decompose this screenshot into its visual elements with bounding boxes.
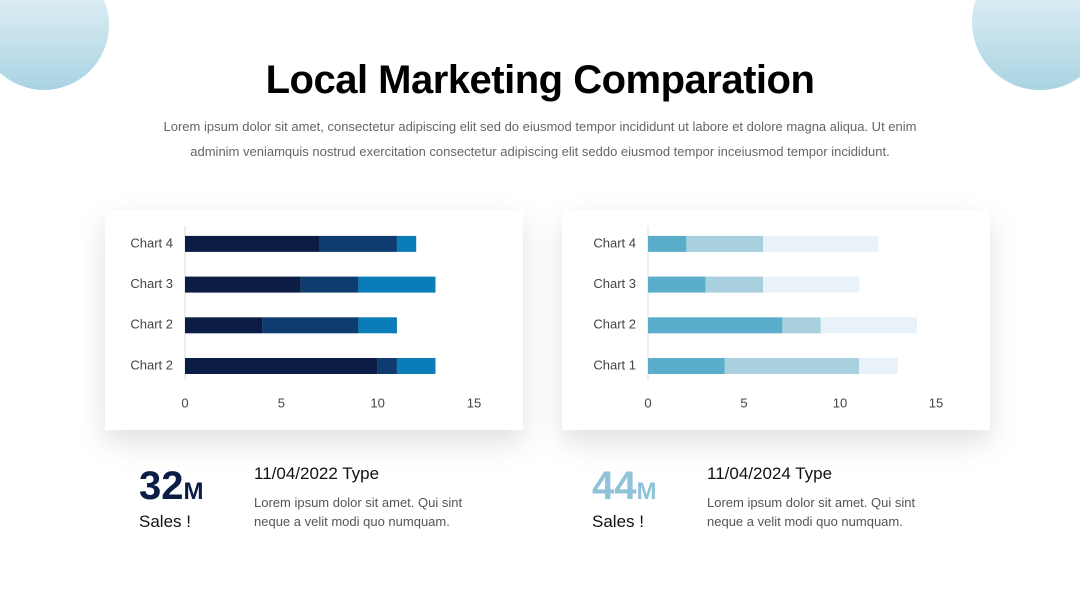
bar-segment	[262, 317, 359, 334]
bar-segment	[358, 317, 397, 334]
stat-label: Sales !	[139, 512, 191, 531]
stat-value: 32M	[139, 464, 204, 509]
bar-segment	[648, 358, 725, 374]
bar-segment	[763, 276, 860, 293]
bar-segment	[686, 235, 764, 252]
x-tick-label: 5	[278, 395, 285, 410]
stat-label: Sales !	[592, 512, 644, 531]
stat-number: 32	[139, 464, 184, 508]
bar-segment	[377, 358, 397, 374]
y-tick-label: Chart 3	[593, 276, 636, 291]
title: Local Marketing Comparation	[265, 58, 815, 102]
y-tick-label: Chart 4	[593, 235, 636, 250]
bar-segment	[300, 276, 359, 293]
y-tick-label: Chart 4	[130, 235, 173, 250]
x-tick-label: 0	[644, 395, 651, 410]
stat-number: 44	[592, 464, 637, 508]
decor-circle	[972, 0, 1080, 90]
stat-value: 44M	[592, 464, 657, 509]
bar-segment	[319, 235, 397, 252]
bar-segment	[648, 317, 783, 334]
bar-segment	[820, 317, 917, 334]
bar-segment	[705, 276, 764, 293]
bar-segment	[648, 276, 706, 293]
stat-date: 11/04/2024 Type	[707, 464, 833, 483]
bar-segment	[185, 235, 320, 252]
bar-segment	[396, 235, 417, 252]
bar-segment	[724, 358, 860, 374]
x-tick-label: 10	[370, 395, 384, 410]
subtitle: Lorem ipsum dolor sit amet, consectetur …	[163, 119, 917, 159]
stat-text: Lorem ipsum dolor sit amet. Qui sint neq…	[254, 495, 463, 529]
decor-circle	[0, 0, 109, 90]
bar-segment	[358, 276, 436, 293]
y-tick-label: Chart 1	[593, 357, 636, 372]
y-tick-label: Chart 3	[130, 276, 173, 291]
bar-segment	[763, 235, 879, 252]
x-tick-label: 5	[740, 395, 747, 410]
x-tick-label: 15	[467, 395, 481, 410]
stat-unit: M	[183, 478, 204, 505]
stat-unit: M	[636, 478, 657, 505]
y-tick-label: Chart 2	[130, 357, 173, 372]
bar-segment	[648, 235, 687, 252]
x-tick-label: 15	[929, 395, 943, 410]
stat-text: Lorem ipsum dolor sit amet. Qui sint neq…	[707, 495, 916, 529]
bar-segment	[396, 358, 436, 374]
stat-date: 11/04/2022 Type	[254, 464, 380, 483]
bar-segment	[185, 317, 263, 334]
y-tick-label: Chart 2	[593, 317, 636, 332]
x-tick-label: 0	[181, 395, 188, 410]
bar-segment	[185, 358, 378, 374]
bar-segment	[782, 317, 821, 334]
bar-segment	[859, 358, 898, 374]
y-tick-label: Chart 2	[130, 317, 173, 332]
bar-segment	[185, 276, 301, 293]
x-tick-label: 10	[833, 395, 847, 410]
